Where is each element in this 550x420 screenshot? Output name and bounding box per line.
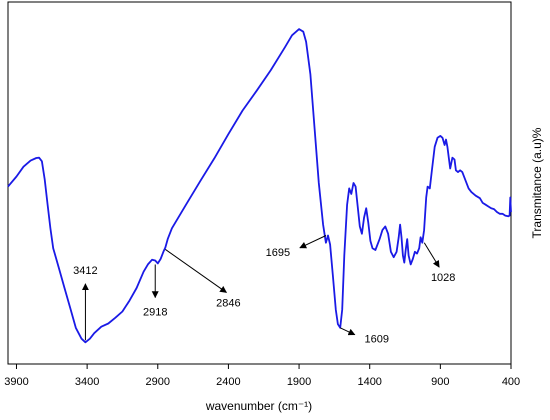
x-tick-label: 2900 — [146, 376, 170, 388]
annotation-label: 2846 — [216, 297, 240, 309]
annotation-arrow — [165, 249, 227, 293]
x-axis-ticks — [15, 364, 512, 369]
peak-annotation-2918: 2918 — [143, 264, 167, 319]
peak-annotation-1695: 1695 — [266, 235, 327, 259]
peak-annotations: 3412 2918 2846 1695 1609 1028 — [73, 235, 455, 346]
x-tick-label: 900 — [431, 376, 449, 388]
plot-frame — [7, 1, 512, 365]
peak-annotation-2846: 2846 — [165, 249, 241, 309]
annotation-arrow — [423, 242, 440, 268]
peak-annotation-1609: 1609 — [339, 327, 389, 346]
spectrum-line — [7, 28, 512, 344]
x-axis-title: wavenumber (cm⁻¹) — [205, 399, 312, 413]
peak-annotation-1028: 1028 — [423, 242, 455, 284]
annotation-arrow — [339, 327, 356, 336]
y-axis-title: Transmitance (a.u)% — [530, 127, 544, 238]
x-tick-label: 3400 — [75, 376, 99, 388]
x-tick-label: 3900 — [4, 376, 28, 388]
x-tick-label: 1400 — [357, 376, 381, 388]
x-tick-label: 1900 — [287, 376, 311, 388]
x-tick-label: 2400 — [216, 376, 240, 388]
x-axis-tick-labels: 3900 3400 2900 2400 1900 1400 900 400 — [4, 376, 520, 388]
peak-annotation-3412: 3412 — [73, 265, 98, 341]
annotation-label: 2918 — [143, 307, 167, 319]
annotation-label: 1028 — [431, 272, 455, 284]
x-tick-label: 400 — [502, 376, 520, 388]
annotation-label: 3412 — [73, 265, 97, 277]
annotation-arrow — [299, 235, 327, 249]
annotation-label: 1609 — [365, 334, 389, 346]
annotation-label: 1695 — [266, 247, 290, 259]
